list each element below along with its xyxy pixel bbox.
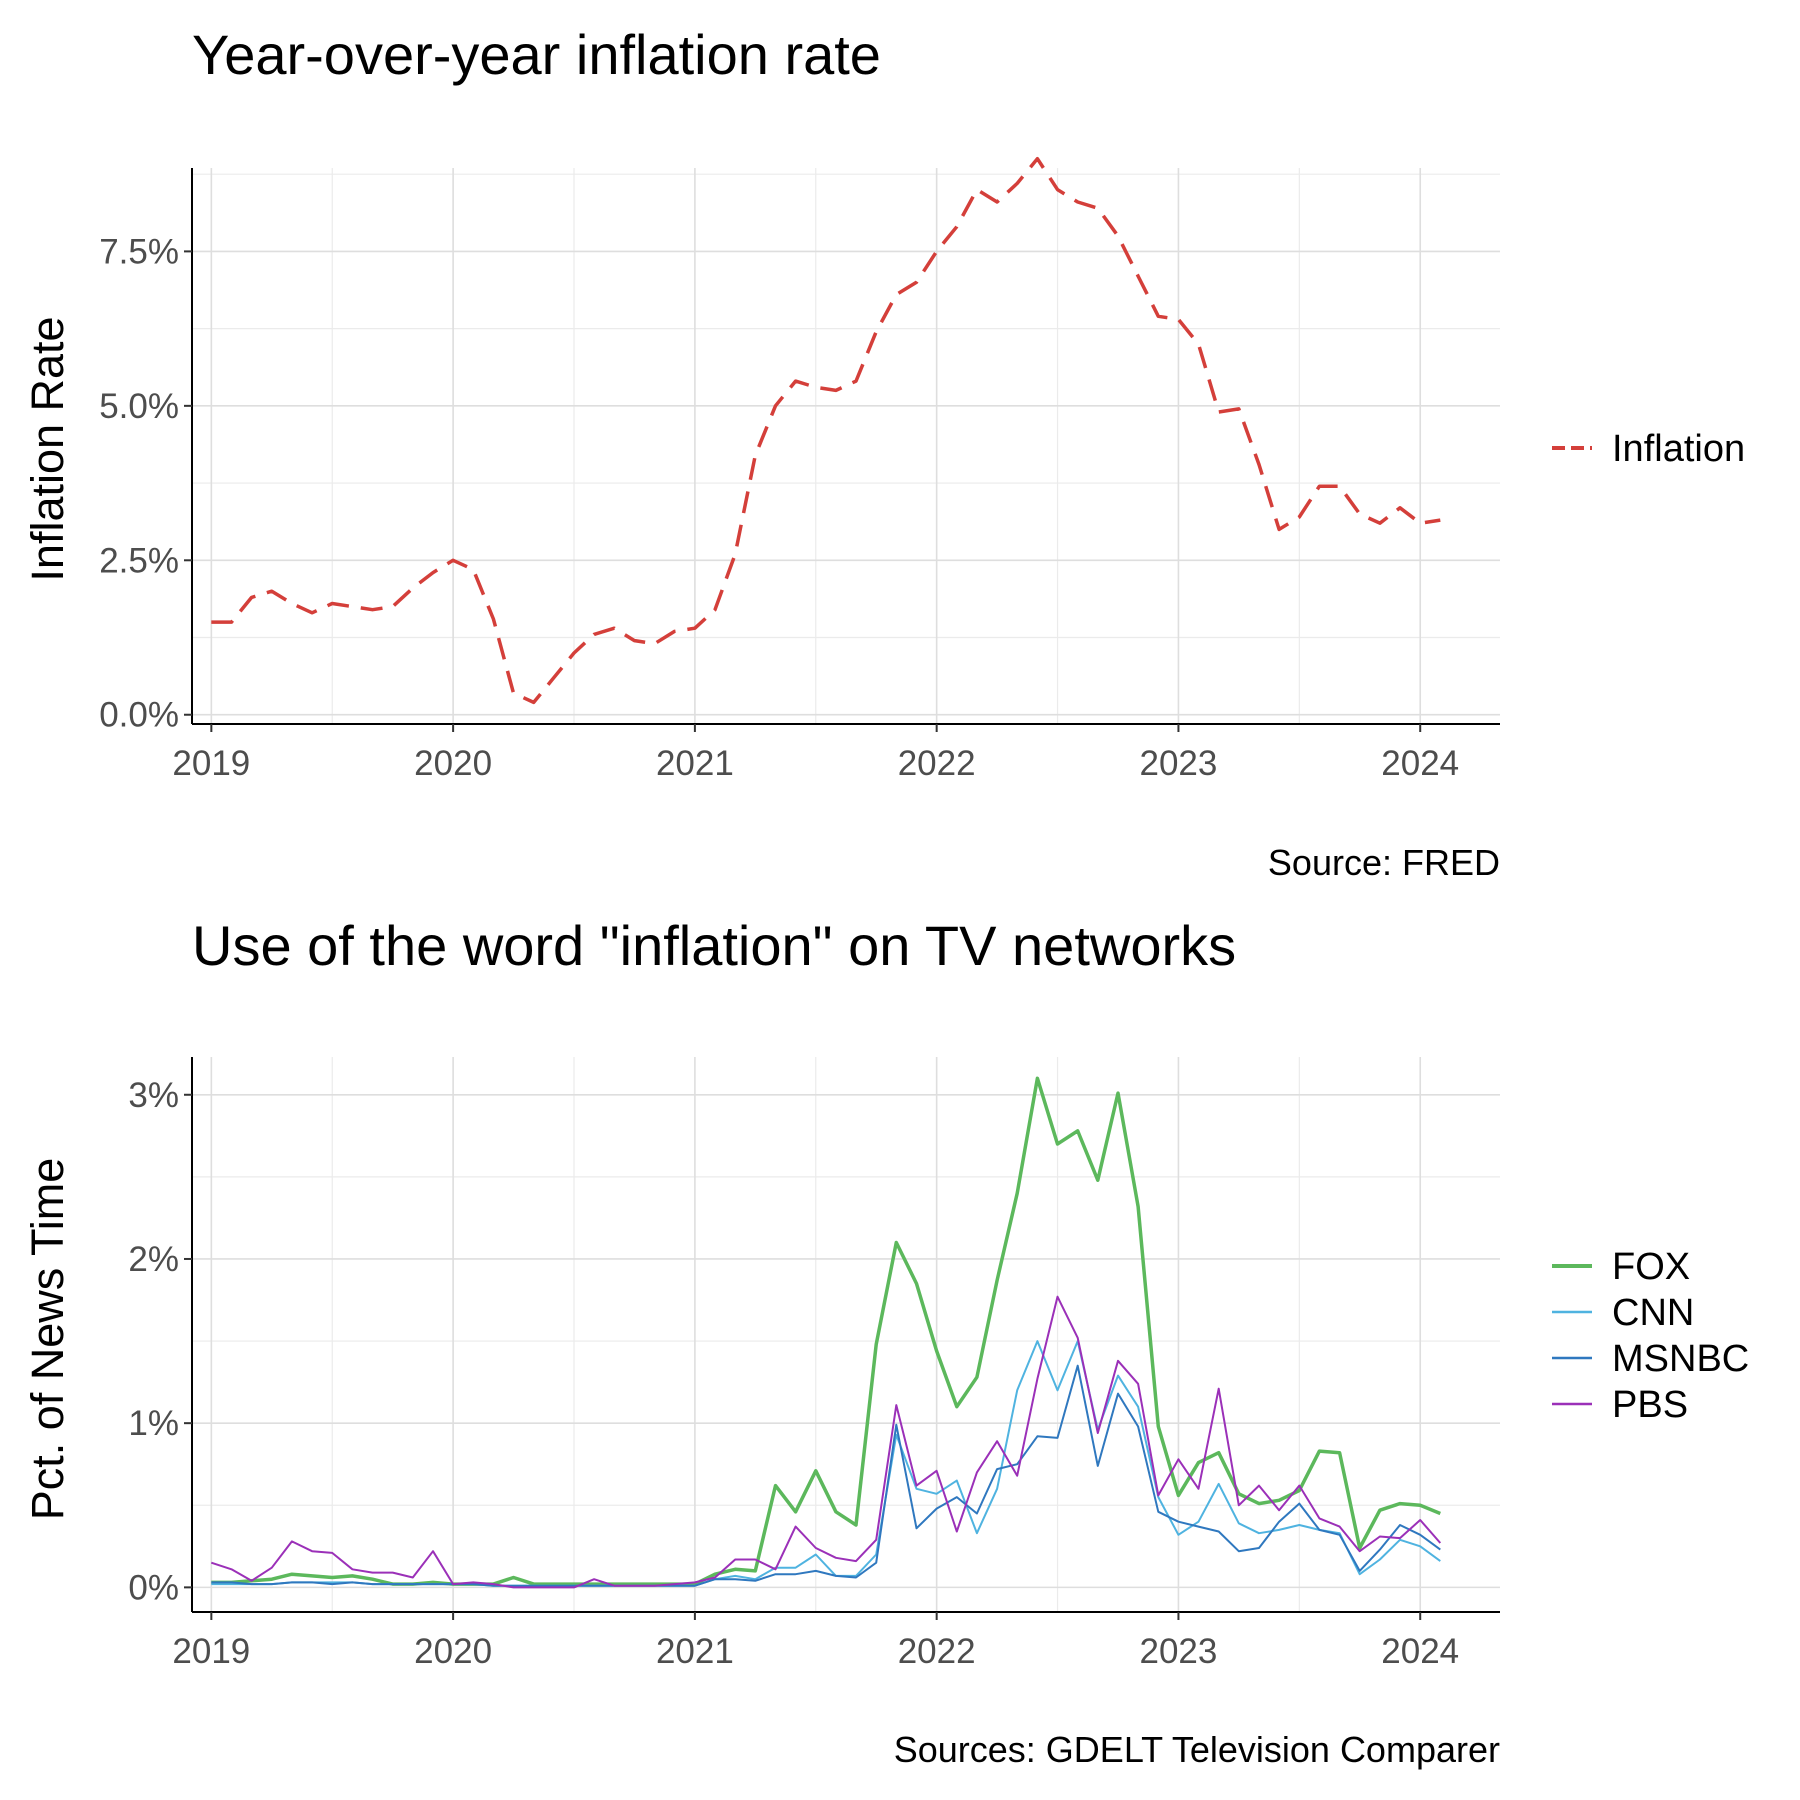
series-line-pbs: [210, 1295, 1442, 1589]
x-tick-label: 2021: [656, 1632, 734, 1671]
x-tick-label: 2019: [172, 1632, 250, 1671]
y-tick-label: 5.0%: [99, 387, 179, 426]
y-axis-title: Inflation Rate: [22, 316, 73, 581]
chart-caption: Sources: GDELT Television Comparer: [894, 1729, 1500, 1770]
x-tick-label: 2024: [1381, 744, 1459, 783]
x-tick-label: 2022: [898, 1632, 976, 1671]
legend: Inflation: [1552, 428, 1745, 470]
series-line-fox: [211, 1076, 1441, 1586]
grid: [192, 168, 1500, 724]
legend-label-inflation: Inflation: [1612, 428, 1745, 470]
x-tick-label: 2021: [656, 744, 734, 783]
x-tick-label: 2020: [414, 1632, 492, 1671]
chart-title: Use of the word "inflation" on TV networ…: [192, 914, 1236, 977]
chart-title: Year-over-year inflation rate: [192, 23, 881, 86]
y-tick-label: 2.5%: [99, 541, 179, 580]
plot-area: [210, 1076, 1442, 1589]
y-tick-label: 0%: [128, 1568, 179, 1607]
x-tick-label: 2024: [1381, 1632, 1459, 1671]
legend-label-fox: FOX: [1612, 1246, 1690, 1288]
x-tick-label: 2023: [1140, 1632, 1218, 1671]
axes: 2019 2020 2021 2022 2023 2024 0.0% 2.5% 5.0% 7.5%: [99, 168, 1500, 783]
legend-label-pbs: PBS: [1612, 1384, 1688, 1426]
legend-label-msnbc: MSNBC: [1612, 1338, 1749, 1380]
series-line-msnbc: [211, 1364, 1441, 1587]
y-tick-label: 0.0%: [99, 696, 179, 735]
x-tick-label: 2019: [172, 744, 250, 783]
grid: [192, 1057, 1500, 1612]
series-line-inflation: [211, 156, 1441, 705]
chart-caption: Source: FRED: [1268, 842, 1500, 883]
x-tick-label: 2022: [898, 744, 976, 783]
y-axis-title: Pct. of News Time: [22, 1158, 73, 1521]
y-tick-label: 2%: [128, 1240, 179, 1279]
x-tick-label: 2020: [414, 744, 492, 783]
y-tick-label: 7.5%: [99, 232, 179, 271]
y-tick-label: 3%: [128, 1076, 179, 1115]
plot-area: [211, 156, 1441, 705]
axes: 2019 2020 2021 2022 2023 2024 0% 1% 2% 3%: [128, 1057, 1500, 1671]
y-tick-label: 1%: [128, 1404, 179, 1443]
x-tick-label: 2023: [1140, 744, 1218, 783]
legend-label-cnn: CNN: [1612, 1292, 1694, 1334]
